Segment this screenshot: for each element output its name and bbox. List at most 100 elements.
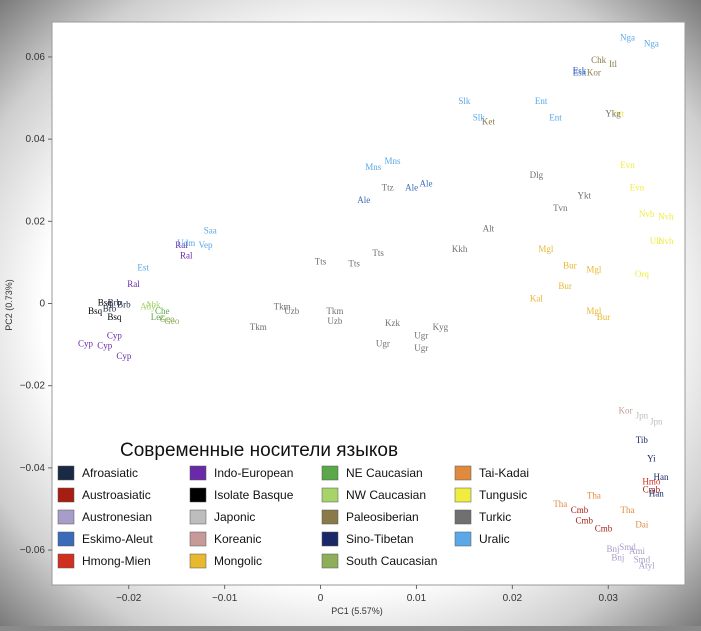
- data-point-label: Abk: [145, 300, 161, 310]
- legend-label: Austroasiatic: [82, 488, 151, 502]
- legend-label: South Caucasian: [346, 554, 437, 568]
- data-point-label: Jpn: [636, 411, 649, 421]
- data-point-label: Uzb: [327, 316, 342, 326]
- data-point-label: Ami: [629, 546, 646, 556]
- legend-swatch: [321, 531, 339, 547]
- data-point-label: Est: [137, 263, 149, 273]
- data-point-label: Uzb: [284, 306, 299, 316]
- data-point-label: Kor: [619, 406, 633, 416]
- data-point-label: Bsq: [88, 306, 103, 316]
- data-point-label: Kkh: [452, 244, 468, 254]
- data-point-label: Mgl: [586, 265, 602, 275]
- data-point-label: Bsq: [107, 312, 122, 322]
- data-point-label: Smd: [619, 542, 636, 552]
- legend-swatch: [454, 465, 472, 481]
- legend: Afroasiatic Austroasiatic Austronesian Eski…: [57, 465, 529, 569]
- data-point-label: Kzk: [385, 318, 400, 328]
- series-group: Hmo: [642, 476, 661, 486]
- data-point-label: Bur: [597, 312, 611, 322]
- legend-swatch: [57, 487, 75, 503]
- data-point-label: Cyp: [116, 351, 132, 361]
- x-tick-label: −0.01: [212, 593, 238, 604]
- data-point-label: Bur: [558, 281, 572, 291]
- legend-swatch: [321, 553, 339, 569]
- data-point-label: Ral: [180, 250, 193, 260]
- y-tick-label: −0.04: [20, 463, 46, 474]
- x-tick-label: −0.02: [116, 593, 142, 604]
- data-point-label: Evn: [620, 160, 635, 170]
- legend-swatch: [321, 465, 339, 481]
- data-point-label: Ulc: [650, 236, 663, 246]
- y-tick-label: 0.02: [26, 216, 46, 227]
- data-point-label: Mns: [365, 162, 382, 172]
- data-point-label: Tib: [636, 435, 649, 445]
- data-point-label: Udm: [177, 238, 195, 248]
- legend-label: Japonic: [214, 510, 255, 524]
- data-point-label: Ale: [357, 195, 370, 205]
- data-point-label: Nga: [620, 32, 635, 42]
- data-point-label: Han: [654, 472, 669, 482]
- plot-background: [51, 21, 686, 586]
- legend-swatch: [57, 531, 75, 547]
- data-point-label: Bnj: [611, 552, 624, 562]
- data-point-label: Che: [155, 306, 170, 316]
- data-point-label: Saa: [204, 226, 217, 236]
- legend-swatch: [189, 465, 207, 481]
- x-tick-label: 0.01: [407, 593, 427, 604]
- data-point-label: Slk: [473, 113, 486, 123]
- legend-swatch: [189, 487, 207, 503]
- data-point-label: Cmb: [576, 515, 594, 525]
- legend-swatch: [189, 531, 207, 547]
- data-point-label: Brb: [103, 304, 117, 314]
- legend-label: Afroasiatic: [82, 466, 138, 480]
- data-point-label: Hmo: [642, 476, 661, 486]
- legend-swatch: [189, 553, 207, 569]
- data-point-label: Ent: [535, 96, 548, 106]
- data-point-label: Lez: [151, 312, 165, 322]
- data-point-label: Ttz: [382, 182, 394, 192]
- y-tick-label: −0.02: [20, 381, 46, 392]
- data-point-label: Slk: [458, 96, 471, 106]
- data-point-label: Nvh: [658, 211, 674, 221]
- data-point-label: Tts: [315, 256, 327, 266]
- legend-swatch: [57, 465, 75, 481]
- data-point-label: Brb: [108, 298, 122, 308]
- data-point-label: Atyl: [639, 561, 656, 571]
- legend-swatch: [454, 487, 472, 503]
- data-point-label: Ent: [549, 113, 562, 123]
- legend-label: NE Caucasian: [346, 466, 423, 480]
- data-point-label: Cyp: [107, 330, 123, 340]
- data-point-label: Ykt: [578, 191, 592, 201]
- data-point-label: Tkm: [250, 322, 267, 332]
- data-point-label: Itl: [609, 59, 617, 69]
- data-point-label: Tts: [372, 248, 384, 258]
- data-point-label: Ady: [140, 302, 156, 312]
- data-point-label: Yi: [647, 454, 656, 464]
- data-point-label: Esk: [573, 67, 587, 77]
- legend-swatch: [321, 509, 339, 525]
- legend-label: Eskimo-Aleut: [82, 532, 153, 546]
- data-point-label: Geo: [160, 314, 175, 324]
- data-point-label: Brb: [117, 300, 131, 310]
- data-point-label: Geo: [164, 316, 179, 326]
- legend-label: Mongolic: [214, 554, 262, 568]
- legend-swatch: [189, 509, 207, 525]
- data-point-label: Kal: [530, 293, 543, 303]
- data-point-label: Orq: [635, 269, 649, 279]
- legend-label: Austronesian: [82, 510, 152, 524]
- data-point-label: Cyp: [97, 341, 113, 351]
- y-tick-label: 0.06: [26, 52, 46, 63]
- data-point-label: Dai: [635, 519, 648, 529]
- data-point-label: Bsq: [98, 298, 113, 308]
- legend-label: Turkic: [479, 510, 511, 524]
- legend-label: Uralic: [479, 532, 510, 546]
- data-point-label: Cmb: [643, 485, 661, 495]
- axes: −0.02 −0.01 0 0.01 0.02 0.03 −0.06 −0.04 −0.02 0 0…: [20, 52, 619, 604]
